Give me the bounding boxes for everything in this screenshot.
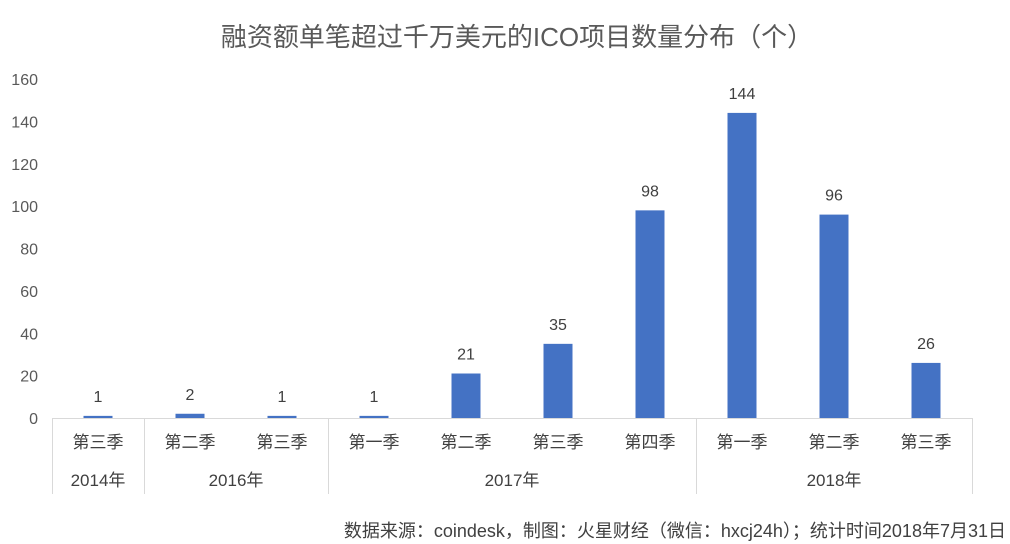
bar xyxy=(451,373,481,418)
data-label: 35 xyxy=(549,317,567,334)
data-label: 1 xyxy=(370,389,379,406)
data-label: 21 xyxy=(457,347,475,364)
bar xyxy=(175,413,205,418)
y-tick-label: 120 xyxy=(11,157,38,174)
x-tick-label: 第三季 xyxy=(257,433,308,452)
data-label: 96 xyxy=(825,188,843,205)
bar xyxy=(819,214,849,418)
bar xyxy=(267,415,297,418)
x-group-label: 2016年 xyxy=(209,471,264,490)
chart-title: 融资额单笔超过千万美元的ICO项目数量分布（个） xyxy=(221,22,813,52)
x-tick-label: 第三季 xyxy=(73,433,124,452)
y-tick-label: 160 xyxy=(11,72,38,89)
data-label: 98 xyxy=(641,183,659,200)
y-tick-label: 60 xyxy=(20,284,38,301)
source-note: 数据来源：coindesk，制图：火星财经（微信：hxcj24h）；统计时间20… xyxy=(344,521,1006,541)
y-tick-label: 140 xyxy=(11,114,38,131)
x-tick-label: 第二季 xyxy=(809,433,860,452)
x-tick-label: 第二季 xyxy=(165,433,216,452)
x-tick-label: 第三季 xyxy=(533,433,584,452)
data-label: 26 xyxy=(917,336,935,353)
x-group-label: 2018年 xyxy=(807,471,862,490)
y-tick-label: 80 xyxy=(20,242,38,259)
bar xyxy=(635,210,665,418)
y-tick-label: 0 xyxy=(29,411,38,428)
x-tick-label: 第一季 xyxy=(349,433,400,452)
bar xyxy=(83,415,113,418)
y-tick-label: 20 xyxy=(20,369,38,386)
data-label: 144 xyxy=(729,86,756,103)
data-label: 1 xyxy=(278,389,287,406)
y-tick-label: 40 xyxy=(20,326,38,343)
bar xyxy=(727,112,757,419)
x-tick-label: 第一季 xyxy=(717,433,768,452)
x-tick-label: 第三季 xyxy=(901,433,952,452)
x-axis: 第三季 第二季 第三季 第一季 第二季 第三季 第四季 第一季 第二季 第三季 2014年 2016年… xyxy=(52,418,973,494)
bar xyxy=(359,415,389,418)
x-tick-label: 第四季 xyxy=(625,433,676,452)
data-label: 1 xyxy=(94,389,103,406)
x-group-label: 2017年 xyxy=(485,471,540,490)
y-tick-label: 100 xyxy=(11,199,38,216)
y-axis: 0 20 40 60 80 100 120 140 160 xyxy=(11,72,38,428)
x-group-label: 2014年 xyxy=(71,471,126,490)
bar xyxy=(911,362,941,418)
bar xyxy=(543,343,573,418)
x-tick-label: 第二季 xyxy=(441,433,492,452)
data-label: 2 xyxy=(186,387,195,404)
